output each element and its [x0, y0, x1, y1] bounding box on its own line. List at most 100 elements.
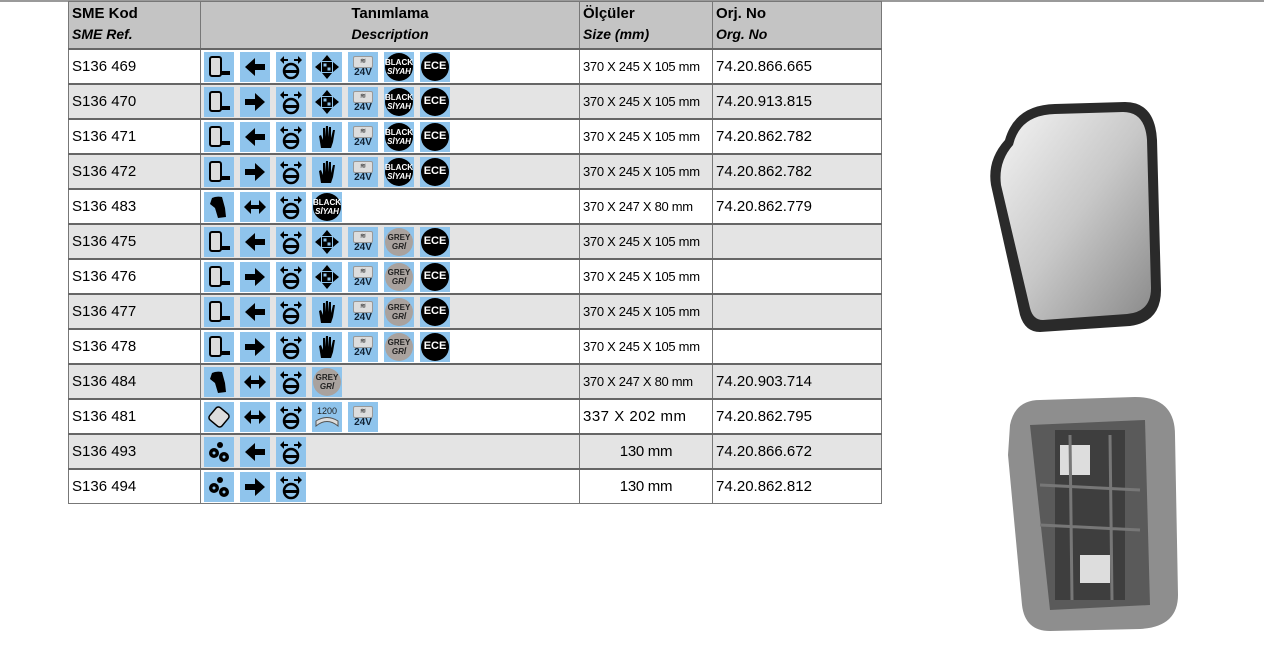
description-icons — [200, 433, 580, 470]
heated-24v-icon: ≋ 24V — [348, 296, 378, 327]
description-icons: 1200 ≋ 24V — [200, 398, 580, 435]
grey-label: GREY — [387, 232, 411, 242]
heated-24v-icon: ≋ 24V — [348, 121, 378, 152]
electric-icon — [312, 51, 342, 82]
heat-symbol: ≋ — [353, 90, 373, 103]
table-row: S136 477 ≋ 24V GREY GRİ ECE 370 X 245 X 105 … — [68, 293, 882, 330]
grey-color-icon: GREY GRİ — [384, 226, 414, 257]
voltage-label: 24V — [354, 416, 372, 428]
header-orig-en: Org. No — [716, 26, 768, 42]
sme-code: S136 483 — [68, 188, 201, 225]
header-code-en: SME Ref. — [72, 26, 133, 42]
ece-icon: ECE — [420, 261, 450, 292]
gears-icon — [204, 436, 234, 467]
grey-tr-label: GRİ — [391, 241, 407, 251]
table-row: S136 470 ≋ 24V BLACK SİYAH ECE 370 X 245 X 1… — [68, 83, 882, 120]
heated-24v-icon: ≋ 24V — [348, 86, 378, 117]
header-size: Ölçüler — [583, 5, 635, 22]
original-number — [712, 293, 882, 330]
voltage-label: 24V — [354, 311, 372, 323]
mirror-front-image — [990, 102, 1161, 332]
steering-icon — [276, 226, 306, 257]
mirror-arm-icon — [204, 296, 234, 327]
mirror-arm-icon — [204, 156, 234, 187]
black-tr-label: SİYAH — [387, 66, 411, 76]
original-number — [712, 258, 882, 295]
mirror-arm-icon — [204, 331, 234, 362]
electric-icon — [312, 86, 342, 117]
voltage-label: 24V — [354, 276, 372, 288]
table-header: SME Kod SME Ref. Tanımlama Description Ölç… — [68, 1, 882, 50]
size: 370 X 247 X 80 mm — [579, 363, 713, 400]
mirror-glass-icon — [204, 401, 234, 432]
double-arrow-icon — [240, 191, 270, 222]
heat-symbol: ≋ — [353, 125, 373, 138]
original-number — [712, 223, 882, 260]
black-color-icon: BLACK SİYAH — [384, 51, 414, 82]
table-row: S136 483 BLACK SİYAH 370 X 247 X 80 mm 74… — [68, 188, 882, 225]
ece-label: ECE — [421, 122, 449, 151]
grey-color-icon: GREY GRİ — [312, 366, 342, 397]
size: 370 X 245 X 105 mm — [579, 153, 713, 190]
sme-code: S136 471 — [68, 118, 201, 155]
ece-icon: ECE — [420, 86, 450, 117]
table-row: S136 476 ≋ 24V GREY GRİ ECE 370 X 245 X 105 … — [68, 258, 882, 295]
arrow-left-icon — [240, 296, 270, 327]
steering-icon — [276, 51, 306, 82]
heated-24v-icon: ≋ 24V — [348, 226, 378, 257]
heat-symbol: ≋ — [353, 405, 373, 418]
description-icons — [200, 468, 580, 504]
grey-tr-label: GRİ — [319, 381, 335, 391]
description-icons: ≋ 24V GREY GRİ ECE — [200, 328, 580, 365]
size: 370 X 245 X 105 mm — [579, 293, 713, 330]
double-arrow-icon — [240, 401, 270, 432]
sme-code: S136 475 — [68, 223, 201, 260]
mirror-arm-icon — [204, 121, 234, 152]
heated-24v-icon: ≋ 24V — [348, 331, 378, 362]
table-row: S136 472 ≋ 24V BLACK SİYAH ECE 370 X 245 X 1… — [68, 153, 882, 190]
voltage-label: 24V — [354, 171, 372, 183]
steering-icon — [276, 401, 306, 432]
parts-table: SME Kod SME Ref. Tanımlama Description Ölç… — [68, 1, 882, 504]
heated-24v-icon: ≋ 24V — [348, 51, 378, 82]
ece-label: ECE — [421, 52, 449, 81]
arrow-left-icon — [240, 121, 270, 152]
heated-24v-icon: ≋ 24V — [348, 401, 378, 432]
table-row: S136 481 1200 ≋ 24V 337 X 202 mm 74.20.862… — [68, 398, 882, 435]
original-number: 74.20.862.779 — [712, 188, 882, 225]
black-color-icon: BLACK SİYAH — [384, 86, 414, 117]
header-desc-en: Description — [351, 26, 429, 42]
grey-tr-label: GRİ — [391, 311, 407, 321]
table-row: S136 475 ≋ 24V GREY GRİ ECE 370 X 245 X 105 … — [68, 223, 882, 260]
black-label: BLACK — [385, 162, 413, 172]
steering-icon — [276, 471, 306, 502]
size: 370 X 247 X 80 mm — [579, 188, 713, 225]
ece-icon: ECE — [420, 331, 450, 362]
header-desc: Tanımlama — [351, 5, 429, 22]
table-row: S136 493 130 mm 74.20.866.672 — [68, 433, 882, 470]
ece-label: ECE — [421, 157, 449, 186]
black-label: BLACK — [385, 57, 413, 67]
steering-icon — [276, 436, 306, 467]
table-row: S136 478 ≋ 24V GREY GRİ ECE 370 X 245 X 105 … — [68, 328, 882, 365]
size: 370 X 245 X 105 mm — [579, 83, 713, 120]
description-icons: ≋ 24V GREY GRİ ECE — [200, 258, 580, 295]
header-orig: Orj. No — [716, 5, 767, 22]
grey-tr-label: GRİ — [391, 276, 407, 286]
col-code: SME Kod SME Ref. — [68, 1, 201, 50]
steering-icon — [276, 296, 306, 327]
original-number: 74.20.862.795 — [712, 398, 882, 435]
manual-icon — [312, 296, 342, 327]
table-row: S136 469 ≋ 24V BLACK SİYAH ECE 370 X 245 X 1… — [68, 48, 882, 85]
table-row: S136 471 ≋ 24V BLACK SİYAH ECE 370 X 245 X 1… — [68, 118, 882, 155]
sme-code: S136 493 — [68, 433, 201, 470]
heated-24v-icon: ≋ 24V — [348, 261, 378, 292]
description-icons: ≋ 24V BLACK SİYAH ECE — [200, 153, 580, 190]
black-tr-label: SİYAH — [387, 101, 411, 111]
description-icons: BLACK SİYAH — [200, 188, 580, 225]
size: 370 X 245 X 105 mm — [579, 223, 713, 260]
ece-label: ECE — [421, 332, 449, 361]
curvature-icon: 1200 — [312, 401, 342, 432]
original-number: 74.20.862.782 — [712, 153, 882, 190]
manual-icon — [312, 331, 342, 362]
